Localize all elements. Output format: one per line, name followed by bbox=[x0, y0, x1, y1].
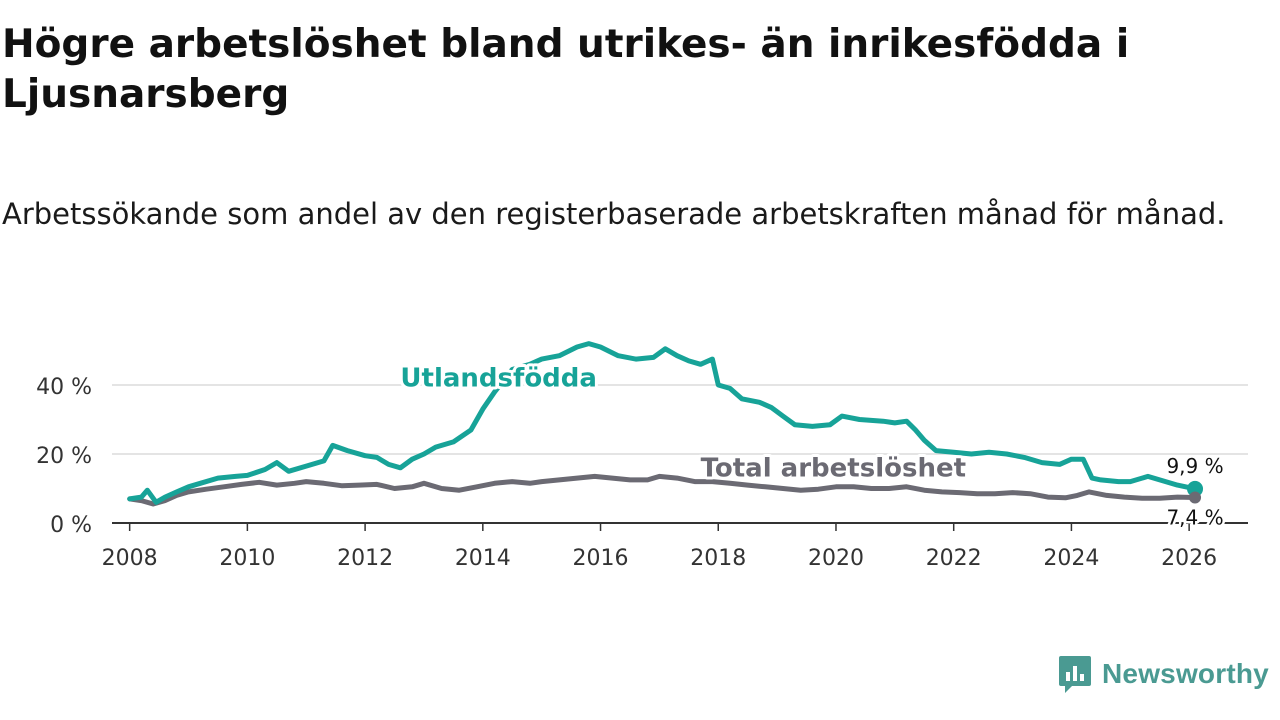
x-tick-label: 2022 bbox=[926, 546, 982, 571]
x-tick-label: 2018 bbox=[690, 546, 746, 571]
x-tick-label: 2012 bbox=[337, 546, 393, 571]
y-tick-label: 20 % bbox=[36, 444, 92, 469]
chart-subtitle: Arbetssökande som andel av den registerb… bbox=[2, 197, 1226, 231]
x-tick-label: 2026 bbox=[1161, 546, 1217, 571]
end-label-total: 7,4 % bbox=[1166, 505, 1223, 529]
y-tick-label: 0 % bbox=[50, 513, 92, 538]
logo-text: Newsworthy bbox=[1102, 658, 1269, 689]
newsworthy-chart-icon bbox=[1059, 656, 1091, 693]
end-point-utlandsfodda bbox=[1187, 480, 1204, 497]
x-tick-label: 2010 bbox=[219, 546, 275, 571]
series-label-total: Total arbetslöshet bbox=[701, 453, 966, 483]
series-label-utlandsfodda: Utlandsfödda bbox=[400, 364, 597, 394]
series-lines bbox=[127, 341, 1204, 507]
x-tick-label: 2008 bbox=[102, 546, 158, 571]
y-tick-label: 40 % bbox=[36, 375, 92, 400]
series-line-total bbox=[127, 473, 1198, 507]
end-label-utlandsfodda: 9,9 % bbox=[1166, 454, 1223, 478]
newsworthy-logo: Newsworthy bbox=[1058, 654, 1269, 694]
x-tick-label: 2024 bbox=[1043, 546, 1099, 571]
x-tick-label: 2020 bbox=[808, 546, 864, 571]
chart-title: Högre arbetslöshet bland utrikes- än inr… bbox=[2, 22, 1130, 117]
end-point-total bbox=[1189, 491, 1202, 504]
x-tick-label: 2014 bbox=[455, 546, 511, 571]
x-tick-label: 2016 bbox=[573, 546, 629, 571]
series-labels: Utlandsfödda Total arbetslöshet 9,9 % 7,4 % bbox=[397, 361, 1226, 532]
axes: 0 % 20 % 40 % 2008 2010 2012 2014 2016 2018 2020 2… bbox=[36, 375, 1248, 571]
grid-lines bbox=[112, 384, 1248, 455]
series-line-utlandsfodda bbox=[127, 341, 1198, 505]
